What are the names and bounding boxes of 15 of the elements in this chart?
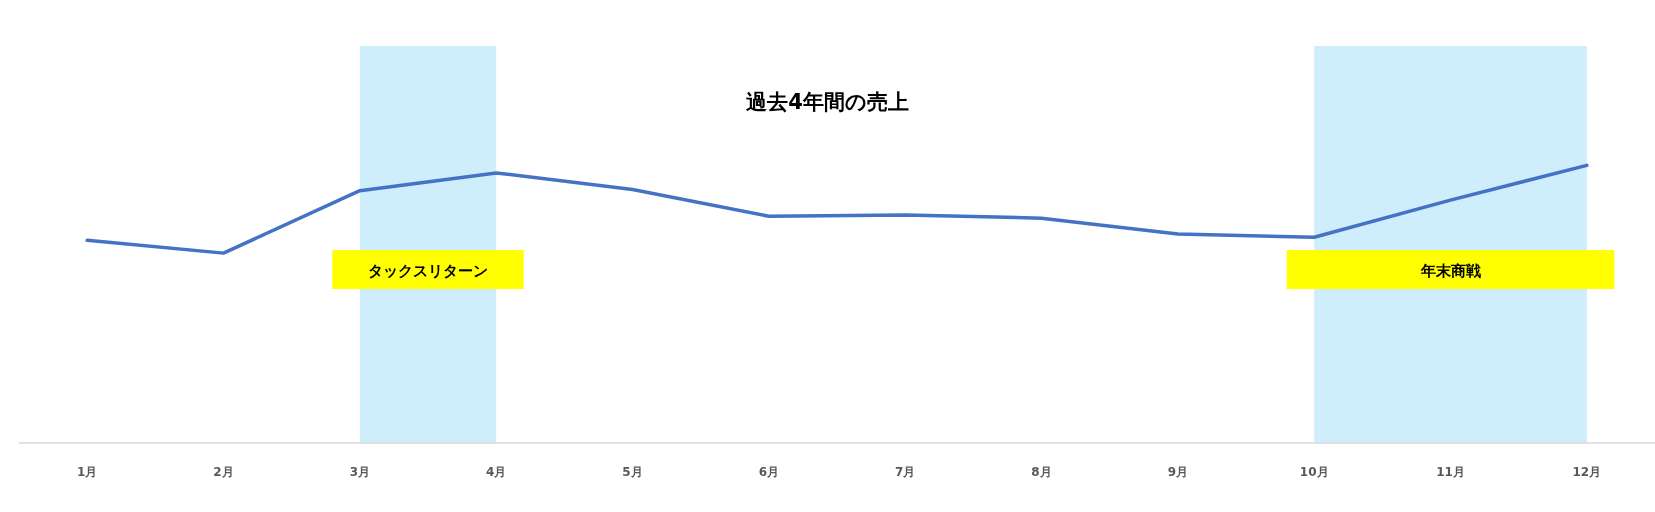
x-tick-label: 10月 xyxy=(1299,465,1329,479)
x-tick-label: 9月 xyxy=(1167,465,1189,479)
x-tick-label: 2月 xyxy=(213,465,234,479)
band-label: 年末商戦 xyxy=(1419,262,1481,280)
band-label: タックスリターン xyxy=(368,262,488,280)
x-tick-label: 1月 xyxy=(76,465,98,479)
x-tick-label: 6月 xyxy=(758,465,780,479)
x-tick-label: 3月 xyxy=(349,465,371,479)
x-tick-label: 8月 xyxy=(1031,465,1052,479)
chart-title: 過去4年間の売上 xyxy=(746,90,909,114)
x-tick-label: 11月 xyxy=(1436,465,1465,479)
x-tick-label: 7月 xyxy=(894,465,916,479)
x-tick-label: 4月 xyxy=(485,465,507,479)
x-tick-label: 5月 xyxy=(622,465,643,479)
x-tick-label: 12月 xyxy=(1572,465,1602,479)
